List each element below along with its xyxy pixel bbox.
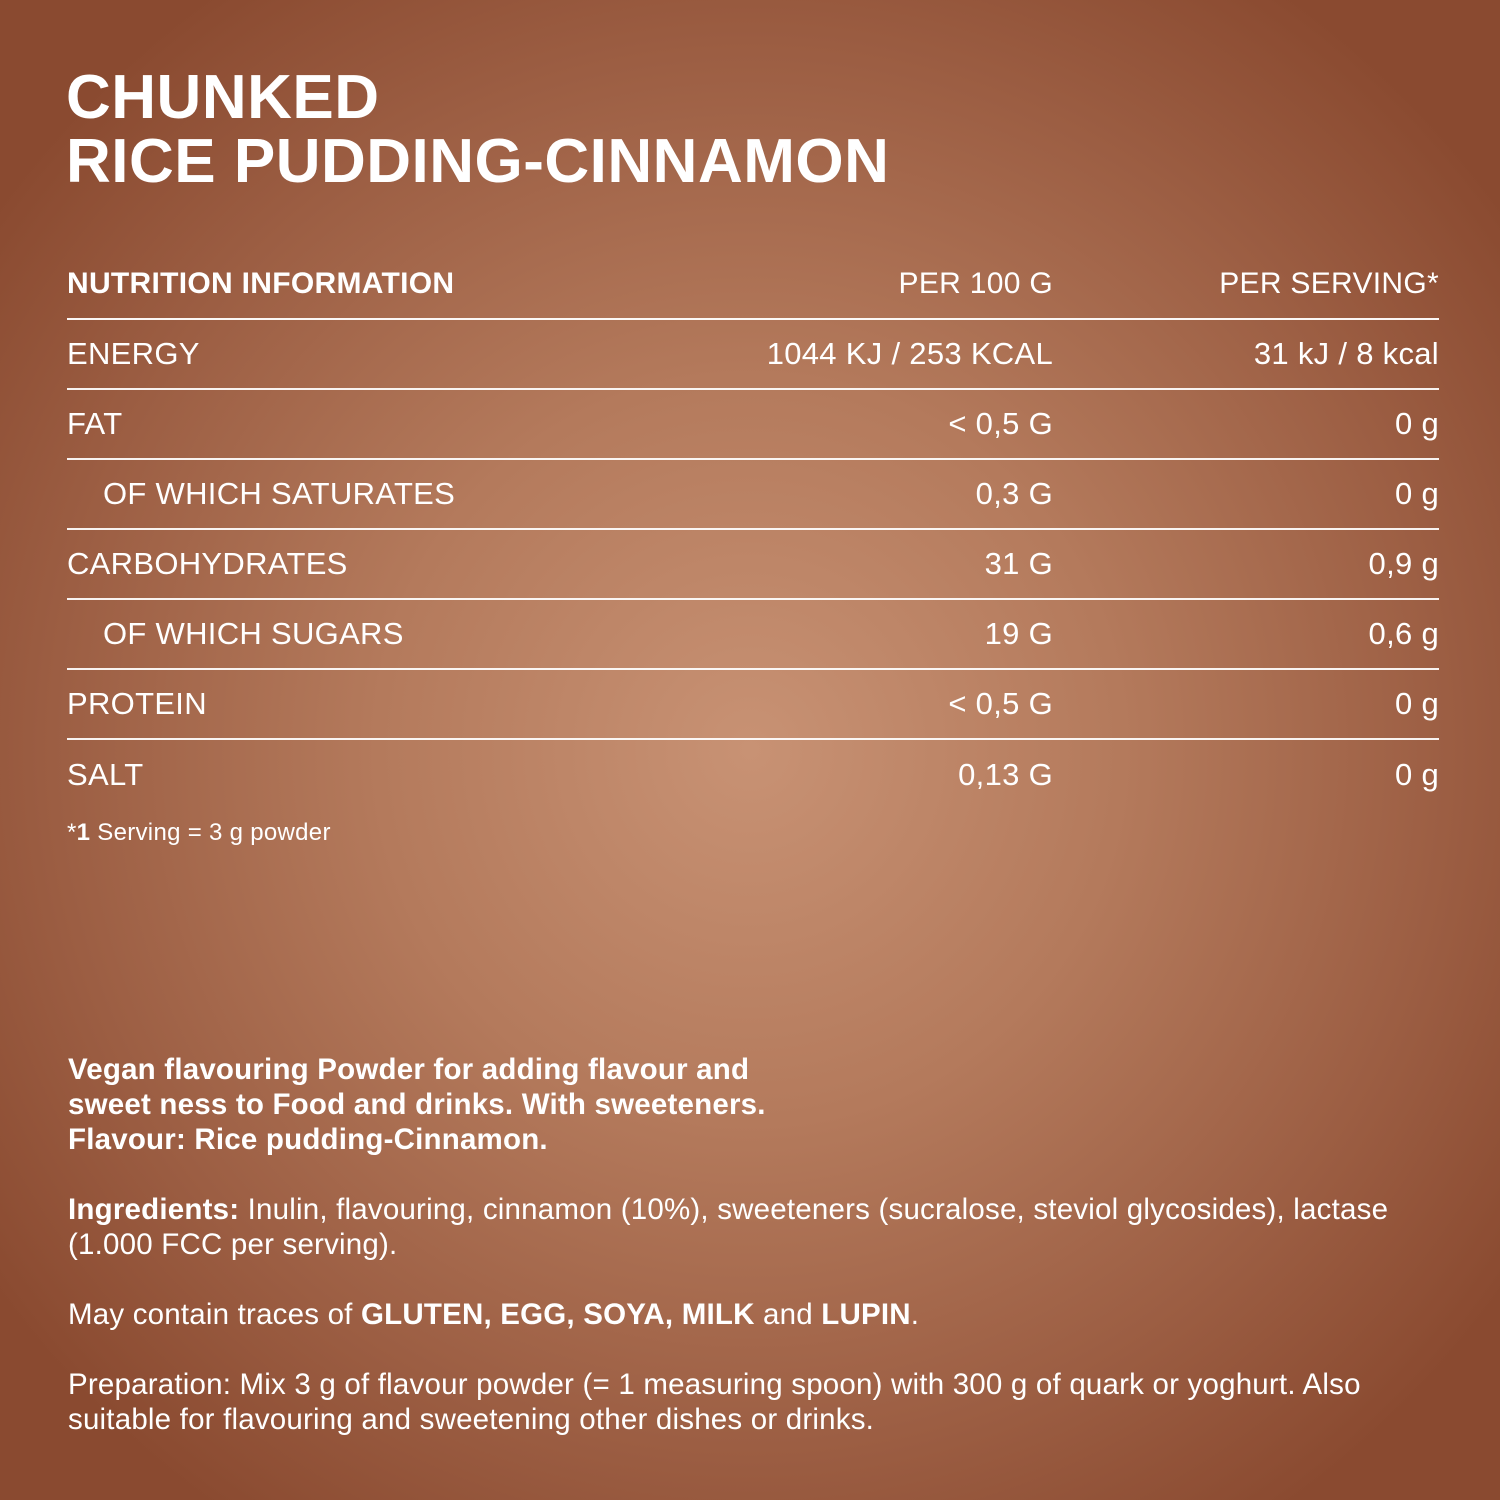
- traces-paragraph: May contain traces of GLUTEN, EGG, SOYA,…: [68, 1297, 1448, 1332]
- row-per-100g: 1044 KJ / 253 KCAL: [766, 336, 1053, 371]
- nutrition-row-protein: PROTEIN < 0,5 G 0 g: [67, 670, 1439, 740]
- footnote-text: Serving = 3 g powder: [90, 819, 331, 846]
- row-per-serving: 0 g: [1395, 757, 1439, 792]
- traces-last: LUPIN: [821, 1298, 911, 1331]
- row-per-100g: < 0,5 G: [948, 686, 1053, 721]
- product-description: Vegan flavouring Powder for adding flavo…: [68, 1052, 1448, 1472]
- product-title-line-1: CHUNKED: [66, 63, 380, 132]
- nutrition-row-fat: FAT < 0,5 G 0 g: [67, 390, 1439, 460]
- row-per-100g: 0,13 G: [958, 757, 1053, 792]
- traces-allergens: GLUTEN, EGG, SOYA, MILK: [360, 1298, 755, 1331]
- header-nutrition-information: NUTRITION INFORMATION: [67, 267, 455, 300]
- header-per-100g: PER 100 G: [898, 267, 1053, 300]
- footnote-star: *: [67, 819, 77, 846]
- product-title-line-2: RICE PUDDING-CINNAMON: [66, 127, 890, 196]
- footnote-number: 1: [76, 819, 91, 846]
- row-label: PROTEIN: [67, 686, 207, 721]
- ingredients-label: Ingredients:: [68, 1193, 240, 1226]
- row-per-100g: 19 G: [984, 616, 1053, 651]
- nutrition-row-carbohydrates: CARBOHYDRATES 31 G 0,9 g: [67, 530, 1439, 600]
- row-per-100g: < 0,5 G: [948, 406, 1053, 441]
- traces-and: and: [754, 1298, 822, 1331]
- row-label: OF WHICH SATURATES: [103, 476, 456, 511]
- row-per-serving: 0,6 g: [1368, 616, 1439, 651]
- intro-line-1: Vegan flavouring Powder for adding flavo…: [68, 1053, 750, 1086]
- traces-prefix: May contain traces of: [68, 1298, 361, 1331]
- nutrition-row-energy: ENERGY 1044 KJ / 253 KCAL 31 kJ / 8 kcal: [67, 320, 1439, 390]
- nutrition-table-header: NUTRITION INFORMATION PER 100 G PER SERV…: [67, 250, 1439, 320]
- row-per-serving: 0 g: [1395, 686, 1439, 721]
- product-title: CHUNKED RICE PUDDING-CINNAMON: [66, 66, 889, 194]
- intro-line-3: Flavour: Rice pudding-Cinnamon.: [68, 1123, 548, 1156]
- preparation-paragraph: Preparation: Mix 3 g of flavour powder (…: [68, 1368, 1361, 1436]
- row-label: SALT: [67, 757, 144, 792]
- ingredients-paragraph: Ingredients: Inulin, flavouring, cinnamo…: [68, 1192, 1448, 1262]
- row-per-100g: 31 G: [984, 546, 1053, 581]
- row-label: FAT: [67, 406, 123, 441]
- row-per-100g: 0,3 G: [975, 476, 1053, 511]
- row-per-serving: 0,9 g: [1368, 546, 1439, 581]
- header-per-serving: PER SERVING*: [1219, 267, 1439, 300]
- intro-line-2: sweet ness to Food and drinks. With swee…: [68, 1088, 766, 1121]
- ingredients-text: Inulin, flavouring, cinnamon (10%), swee…: [68, 1193, 1389, 1261]
- row-label: ENERGY: [67, 336, 200, 371]
- description-intro: Vegan flavouring Powder for adding flavo…: [68, 1052, 1448, 1157]
- row-label: CARBOHYDRATES: [67, 546, 348, 581]
- row-per-serving: 31 kJ / 8 kcal: [1253, 336, 1439, 371]
- nutrition-table: NUTRITION INFORMATION PER 100 G PER SERV…: [67, 250, 1439, 810]
- row-label: OF WHICH SUGARS: [103, 616, 404, 651]
- traces-end: .: [910, 1298, 920, 1331]
- nutrition-row-saturates: OF WHICH SATURATES 0,3 G 0 g: [67, 460, 1439, 530]
- row-per-serving: 0 g: [1395, 476, 1439, 511]
- nutrition-row-salt: SALT 0,13 G 0 g: [67, 740, 1439, 810]
- serving-footnote: *1 Serving = 3 g powder: [67, 818, 331, 848]
- row-per-serving: 0 g: [1395, 406, 1439, 441]
- nutrition-row-sugars: OF WHICH SUGARS 19 G 0,6 g: [67, 600, 1439, 670]
